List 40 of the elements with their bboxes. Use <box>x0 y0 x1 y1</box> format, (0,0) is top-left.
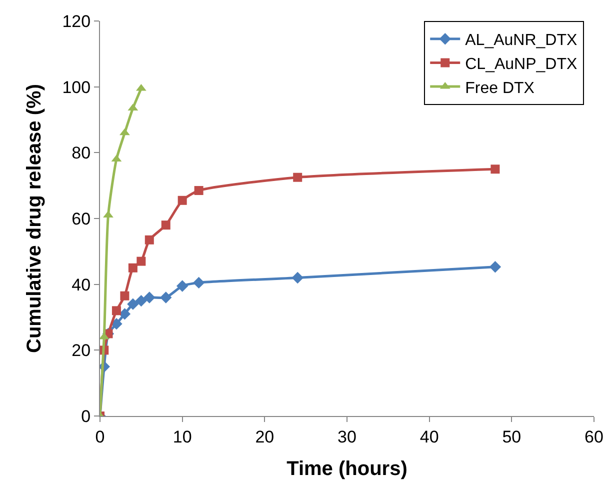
legend-label: AL_AuNR_DTX <box>465 32 578 50</box>
point <box>160 292 172 304</box>
legend-label: CL_AuNP_DTX <box>465 56 578 73</box>
point <box>176 280 188 292</box>
point <box>161 220 170 230</box>
point <box>178 196 187 205</box>
point <box>192 276 205 289</box>
y-tick-label: 40 <box>72 275 91 294</box>
y-axis-title: Cumulative drug release (%) <box>24 84 46 353</box>
point <box>120 128 130 136</box>
y-tick-label: 0 <box>81 406 91 426</box>
point <box>112 306 121 316</box>
point <box>128 263 138 272</box>
y-tick-label: 100 <box>62 78 91 97</box>
x-tick-label: 40 <box>420 427 439 446</box>
point <box>135 294 148 307</box>
point <box>489 261 502 273</box>
x-tick-label: 50 <box>502 427 522 446</box>
point <box>136 256 146 266</box>
point <box>127 298 139 310</box>
x-axis-title: Time (hours) <box>286 458 408 480</box>
x-tick-label: 10 <box>172 427 192 446</box>
point <box>144 292 156 304</box>
point <box>293 172 302 182</box>
point <box>110 318 122 330</box>
legend-label: Free DTX <box>465 80 535 97</box>
x-tick-label: 0 <box>95 427 105 446</box>
point <box>144 235 154 244</box>
point <box>292 272 304 284</box>
y-tick-label: 20 <box>72 341 91 360</box>
x-tick-label: 60 <box>584 427 604 446</box>
point <box>120 291 130 300</box>
point <box>490 164 500 174</box>
x-tick-label: 20 <box>255 427 274 446</box>
y-tick-label: 80 <box>72 144 91 163</box>
y-tick-label: 60 <box>72 209 91 228</box>
point <box>118 308 131 320</box>
y-tick-label: 120 <box>62 12 91 31</box>
x-tick-label: 30 <box>338 427 356 446</box>
point <box>194 186 204 196</box>
